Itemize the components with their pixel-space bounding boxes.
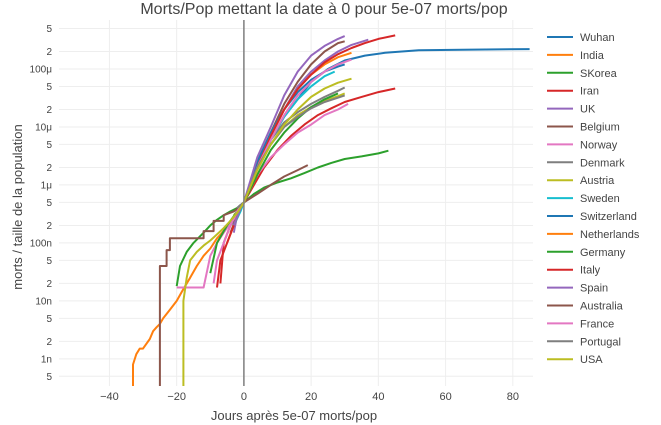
series-line-iran (219, 87, 396, 284)
y-tick-label: 2 (46, 163, 52, 174)
y-tick-label: 10n (35, 296, 52, 307)
x-tick-label: −40 (100, 391, 119, 403)
series-line-india (132, 201, 245, 386)
y-tick-label: 5 (46, 140, 52, 151)
series-line-netherlands (226, 51, 352, 244)
y-axis-label: morts / taille de la population (10, 124, 25, 289)
legend-item: Sweden (580, 193, 620, 205)
y-axis-ticks: 5 1n 2 5 10n 2 5 100n 2 5 1μ 2 5 10μ 2 5 100μ 2 5 (30, 24, 53, 383)
series-line-australia (158, 164, 309, 386)
legend-item: Germany (580, 247, 626, 259)
legend-item: Wuhan (580, 32, 615, 44)
y-tick-label: 5 (46, 314, 52, 325)
legend-item: UK (580, 104, 596, 116)
x-tick-label: 0 (241, 391, 247, 403)
legend-item: Switzerland (580, 211, 637, 223)
legend: Wuhan India SKorea Iran UK Belgium Norway Denma… (547, 32, 640, 366)
legend-item: Austria (580, 175, 615, 187)
y-tick-label: 2 (46, 47, 52, 58)
y-tick-label: 1μ (41, 180, 53, 191)
series-line-italy (216, 34, 396, 288)
y-tick-label: 100μ (30, 64, 53, 75)
legend-item: SKorea (580, 68, 618, 80)
legend-item: Norway (580, 139, 618, 151)
grid (59, 20, 533, 386)
y-tick-label: 5 (46, 372, 52, 383)
legend-item: France (580, 318, 614, 330)
x-tick-label: 40 (372, 391, 384, 403)
y-tick-label: 10μ (35, 122, 52, 133)
x-tick-label: 20 (305, 391, 317, 403)
series-line-usa (182, 77, 352, 386)
legend-item: Denmark (580, 157, 625, 169)
legend-item: Iran (580, 86, 599, 98)
legend-item: Spain (580, 283, 608, 295)
x-tick-label: 80 (507, 391, 519, 403)
x-tick-label: 60 (439, 391, 451, 403)
legend-item: Belgium (580, 122, 620, 134)
y-tick-label: 2 (46, 279, 52, 290)
legend-item: USA (580, 354, 603, 366)
legend-item: Portugal (580, 336, 621, 348)
y-tick-label: 2 (46, 337, 52, 348)
y-tick-label: 5 (46, 256, 52, 267)
y-tick-label: 5 (46, 198, 52, 209)
plot-area (132, 34, 530, 386)
legend-item: Australia (580, 301, 624, 313)
y-tick-label: 100n (30, 238, 52, 249)
legend-item: Italy (580, 265, 601, 277)
legend-item: India (580, 50, 605, 62)
series-line-france (212, 58, 352, 284)
y-tick-label: 2 (46, 221, 52, 232)
series-line-germany (209, 92, 339, 274)
y-tick-label: 1n (41, 354, 52, 365)
y-tick-label: 5 (46, 82, 52, 93)
legend-item: Netherlands (580, 229, 640, 241)
y-tick-label: 5 (46, 24, 52, 35)
chart-title: Morts/Pop mettant la date à 0 pour 5e-07… (140, 1, 507, 18)
y-tick-label: 2 (46, 105, 52, 116)
x-tick-label: −20 (167, 391, 186, 403)
x-axis-label: Jours après 5e-07 morts/pop (211, 408, 377, 423)
x-axis-ticks: −40 −20 0 20 40 60 80 (100, 391, 519, 403)
series-line-portugal (236, 94, 346, 209)
